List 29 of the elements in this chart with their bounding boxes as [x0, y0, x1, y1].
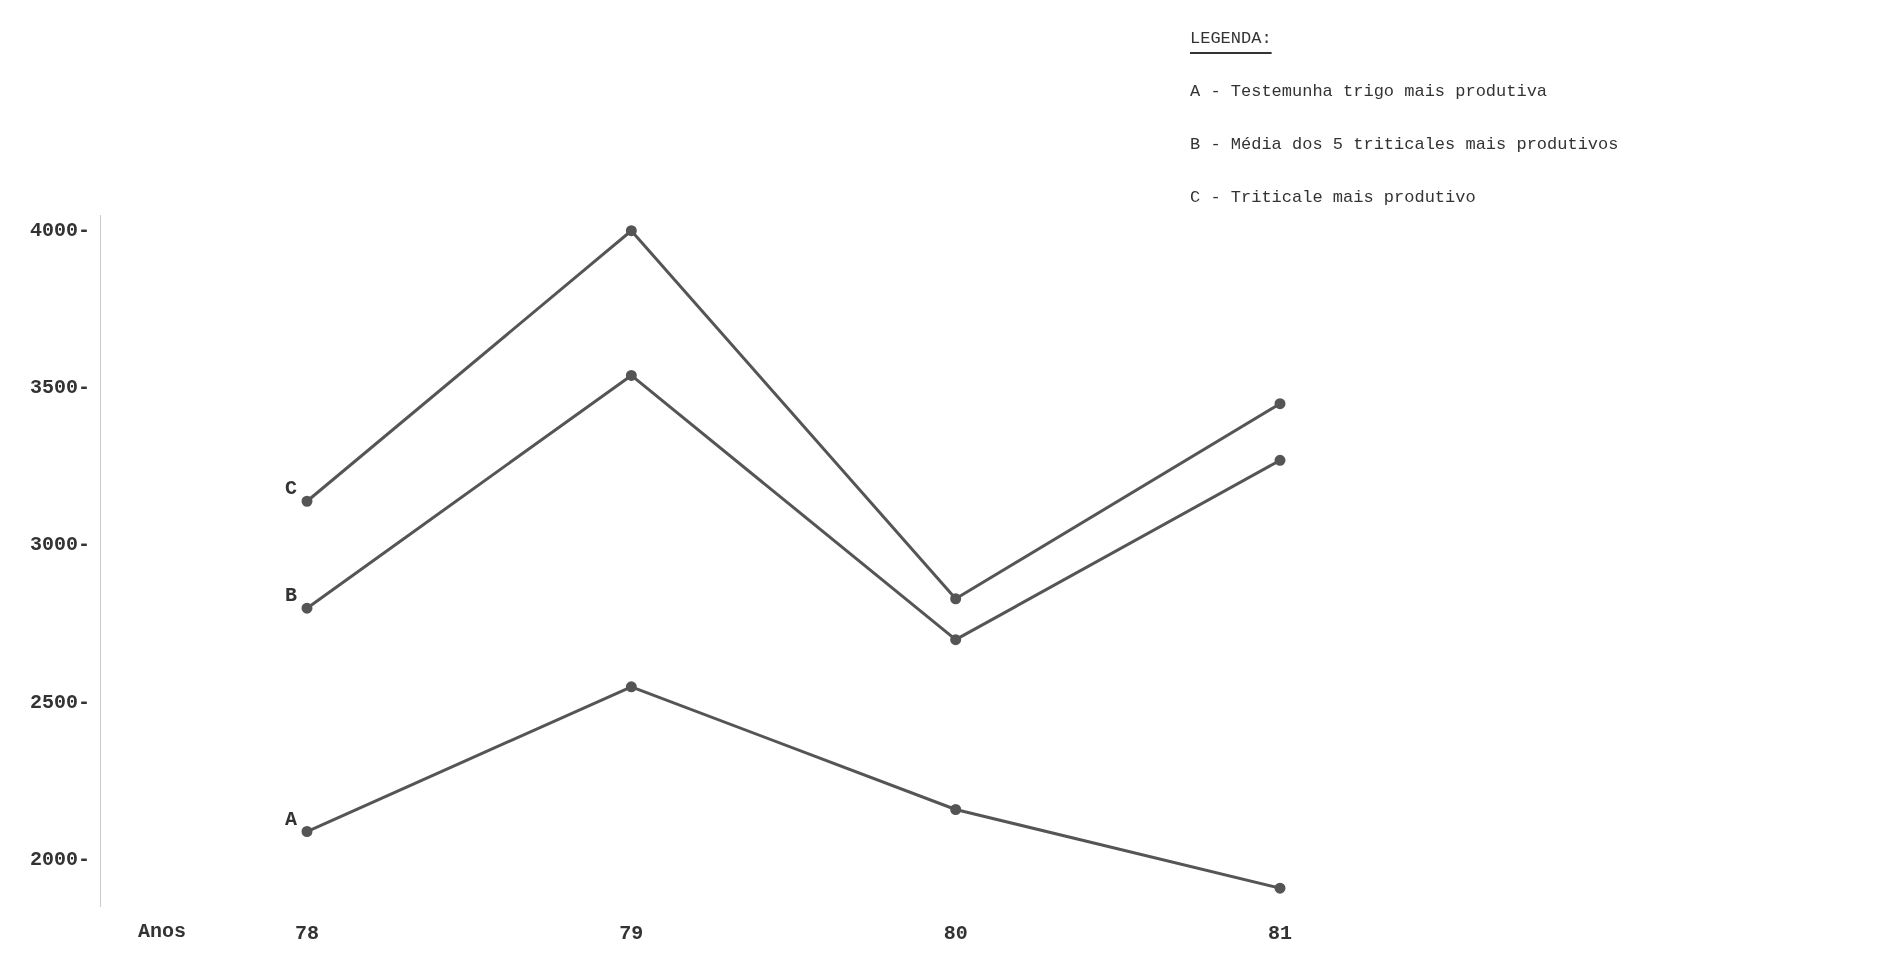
- x-tick-label: 78: [294, 922, 320, 946]
- x-tick-label: 79: [619, 922, 644, 946]
- y-tick-label: 2500-: [30, 690, 91, 714]
- point: [950, 593, 962, 605]
- point: [301, 826, 313, 838]
- point: [1274, 454, 1286, 466]
- point: [625, 681, 637, 693]
- y-tick-label: 4000-: [30, 218, 91, 242]
- series-label: A: [284, 807, 297, 831]
- text: C - Triticale mais produtivo: [1190, 188, 1476, 207]
- point: [301, 495, 313, 507]
- y-tick-label: 3500-: [30, 376, 91, 400]
- x-tick-label: 80: [943, 922, 968, 946]
- series-label: C: [284, 477, 297, 501]
- y-tick-label: 2000-: [30, 847, 91, 871]
- y-tick-label: 3000-: [30, 533, 91, 557]
- point: [301, 602, 313, 614]
- series-label: B: [284, 584, 297, 608]
- point: [950, 634, 962, 646]
- point: [625, 369, 637, 381]
- point: [625, 225, 637, 237]
- x-tick-label: 81: [1267, 922, 1293, 946]
- point: [950, 803, 962, 815]
- text: B - Média dos 5 triticales mais produtivos: [1190, 135, 1619, 154]
- x-axis-title: Anos: [138, 920, 187, 944]
- text: LEGENDA:: [1190, 29, 1272, 48]
- text: A - Testemunha trigo mais produtiva: [1190, 82, 1548, 101]
- point: [1274, 882, 1286, 894]
- point: [1274, 398, 1286, 410]
